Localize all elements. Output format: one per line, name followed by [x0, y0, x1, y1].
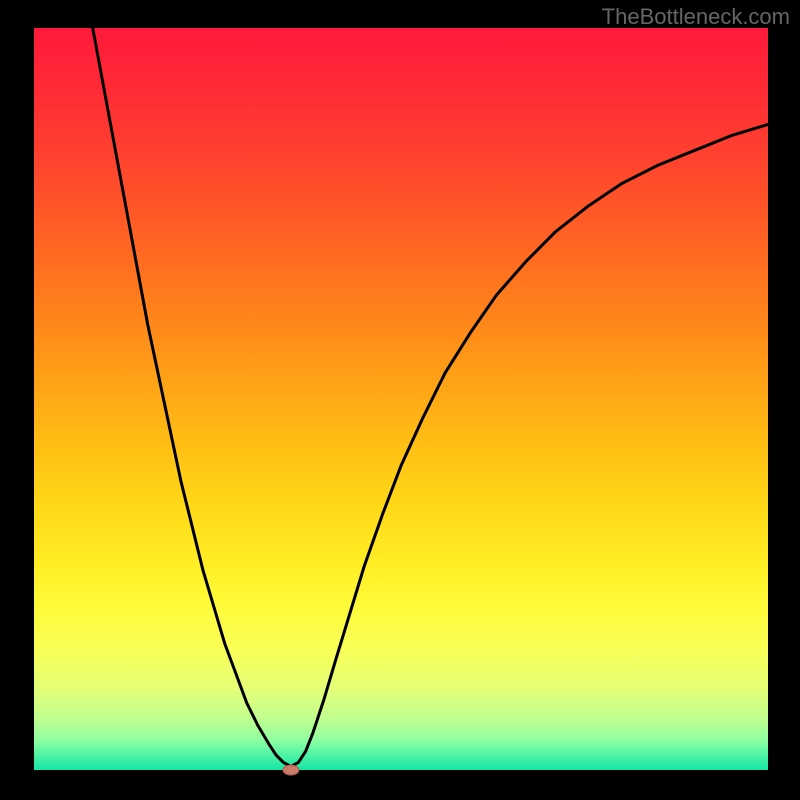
chart-container: TheBottleneck.com [0, 0, 800, 800]
bottleneck-plot [0, 0, 800, 800]
plot-background [34, 28, 768, 770]
optimal-marker [283, 765, 299, 775]
